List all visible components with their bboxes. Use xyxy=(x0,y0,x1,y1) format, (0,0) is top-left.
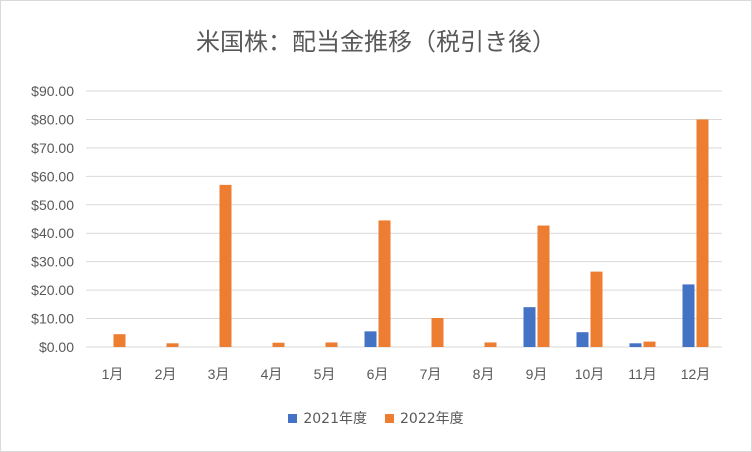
y-tick-label: $10.00 xyxy=(31,311,74,327)
bar-series2 xyxy=(272,342,285,347)
x-tick-label: 5月 xyxy=(314,366,336,382)
y-tick-label: $0.00 xyxy=(39,339,74,355)
bar-series1 xyxy=(523,307,536,347)
x-tick-label: 8月 xyxy=(473,366,495,382)
y-tick-label: $80.00 xyxy=(31,111,74,127)
x-tick-label: 11月 xyxy=(628,366,657,382)
x-tick-label: 3月 xyxy=(208,366,230,382)
x-tick-label: 6月 xyxy=(367,366,389,382)
legend-item: 2021年度 xyxy=(288,408,367,428)
legend-swatch xyxy=(385,413,394,423)
bar-series2 xyxy=(537,225,550,347)
x-tick-label: 1月 xyxy=(102,366,124,382)
chart-title: 米国株：配当金推移（税引き後） xyxy=(196,28,556,56)
y-tick-label: $50.00 xyxy=(31,197,74,213)
legend: 2021年度 2022年度 xyxy=(0,408,752,428)
legend-label: 2021年度 xyxy=(303,411,367,427)
bar-series2 xyxy=(113,334,126,347)
bar-series1 xyxy=(629,343,642,347)
y-tick-label: $60.00 xyxy=(31,168,74,184)
bar-series2 xyxy=(378,220,391,347)
y-tick-label: $20.00 xyxy=(31,282,74,298)
bar-series1 xyxy=(576,332,589,347)
legend-label: 2022年度 xyxy=(400,411,464,427)
bar-series1 xyxy=(682,284,695,347)
y-tick-label: $70.00 xyxy=(31,140,74,156)
y-tick-label: $40.00 xyxy=(31,225,74,241)
bar-series2 xyxy=(590,271,603,347)
bar-series2 xyxy=(696,119,709,347)
legend-swatch xyxy=(288,413,298,423)
x-tick-label: 12月 xyxy=(681,366,711,382)
bar-series2 xyxy=(484,342,497,347)
legend-item: 2022年度 xyxy=(385,408,464,428)
x-tick-label: 2月 xyxy=(155,366,177,382)
x-tick-label: 9月 xyxy=(526,366,548,382)
bar-series2 xyxy=(643,341,656,347)
bar-series2 xyxy=(166,343,179,347)
y-tick-label: $90.00 xyxy=(31,83,74,99)
x-tick-label: 4月 xyxy=(261,366,283,382)
y-tick-label: $30.00 xyxy=(31,254,74,270)
x-tick-label: 10月 xyxy=(575,366,605,382)
x-tick-label: 7月 xyxy=(420,366,442,382)
bar-series2 xyxy=(219,184,232,347)
bar-series1 xyxy=(364,331,377,347)
bar-series2 xyxy=(325,342,338,347)
bar-series2 xyxy=(431,317,444,347)
